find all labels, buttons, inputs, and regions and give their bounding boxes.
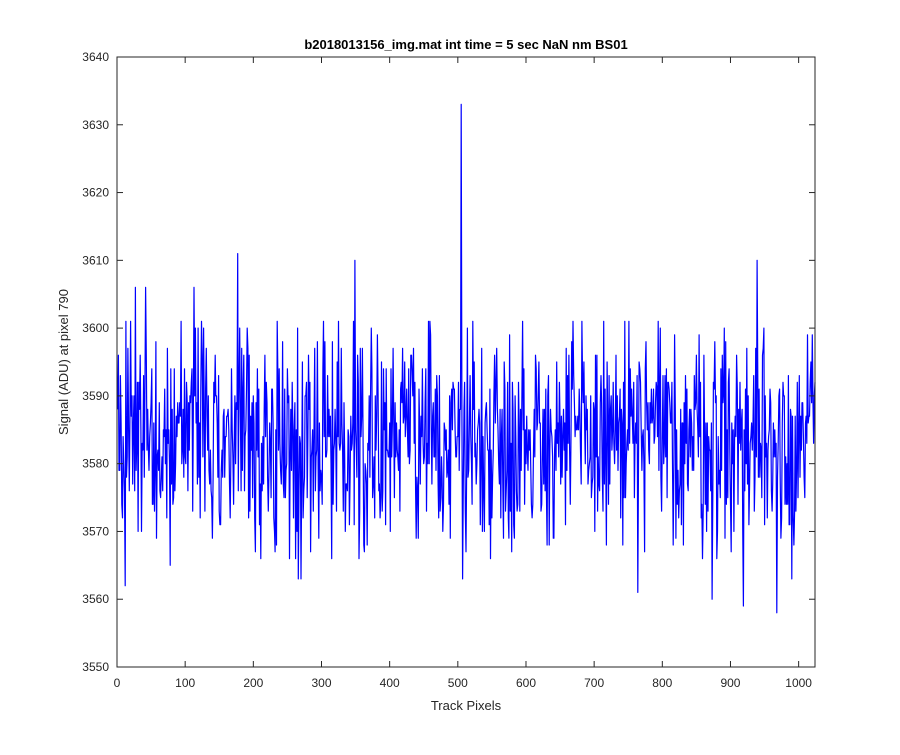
x-tick-label: 500: [448, 676, 468, 690]
x-axis: 0 100 200 300 400 500 600 700 800 900 1000: [114, 57, 812, 690]
x-tick-label: 900: [720, 676, 740, 690]
chart-title: b2018013156_img.mat int time = 5 sec NaN…: [304, 37, 627, 52]
data-layer: [117, 103, 816, 614]
y-axis: 3550 3560 3570 3580 3590 3600 3610 3620 3630 3640: [82, 50, 815, 674]
y-tick-label: 3600: [82, 321, 109, 335]
x-tick-label: 1000: [785, 676, 812, 690]
signal-series-line: [117, 103, 816, 614]
x-tick-label: 400: [380, 676, 400, 690]
y-axis-label: Signal (ADU) at pixel 790: [56, 289, 71, 435]
y-tick-label: 3620: [82, 186, 109, 200]
x-tick-label: 800: [652, 676, 672, 690]
y-tick-label: 3630: [82, 118, 109, 132]
y-tick-label: 3560: [82, 592, 109, 606]
y-tick-label: 3580: [82, 457, 109, 471]
x-tick-label: 200: [243, 676, 263, 690]
y-tick-label: 3640: [82, 50, 109, 64]
x-tick-label: 300: [311, 676, 331, 690]
x-tick-label: 100: [175, 676, 195, 690]
y-tick-label: 3550: [82, 660, 109, 674]
x-tick-label: 700: [584, 676, 604, 690]
x-axis-label: Track Pixels: [431, 698, 502, 713]
plot-background: [117, 57, 815, 667]
x-tick-label: 0: [114, 676, 121, 690]
x-tick-label: 600: [516, 676, 536, 690]
y-tick-label: 3570: [82, 524, 109, 538]
y-tick-label: 3590: [82, 389, 109, 403]
y-tick-label: 3610: [82, 253, 109, 267]
plot-box: [116, 56, 816, 668]
